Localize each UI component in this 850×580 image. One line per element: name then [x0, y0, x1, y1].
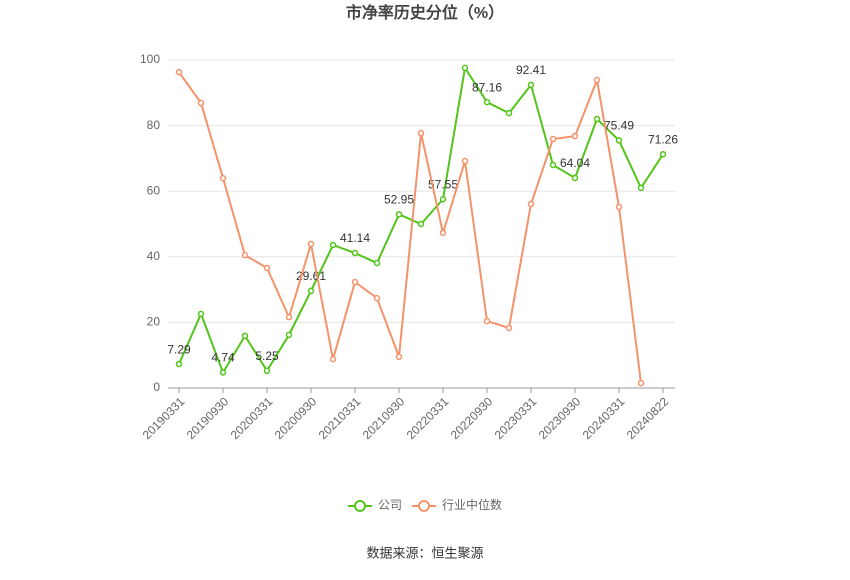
point [175, 360, 183, 368]
data-label: 41.14 [340, 231, 370, 245]
point [329, 241, 337, 249]
point [307, 287, 315, 295]
point [593, 76, 601, 84]
point [395, 353, 403, 361]
x-tick-label: 20200930 [272, 394, 320, 442]
point [439, 195, 447, 203]
point [615, 137, 623, 144]
point [505, 109, 513, 117]
point [505, 324, 513, 332]
point [285, 313, 293, 321]
y-tick-label: 20 [147, 315, 161, 329]
point [439, 229, 447, 237]
point [351, 249, 359, 257]
x-tick-label: 20220930 [448, 394, 496, 442]
x-tick-label: 20240822 [624, 394, 672, 442]
point [395, 211, 403, 218]
point [263, 367, 271, 375]
point [241, 251, 249, 259]
point [527, 200, 535, 208]
point [307, 240, 315, 248]
data-label: 52.95 [384, 192, 414, 206]
point [263, 264, 271, 272]
x-tick-label: 20220331 [404, 394, 452, 442]
point [329, 355, 337, 363]
point [351, 278, 359, 286]
point [197, 99, 205, 107]
point [241, 332, 249, 340]
x-tick-label: 20190331 [140, 394, 188, 442]
point [417, 129, 425, 137]
x-tick-label: 20210930 [360, 394, 408, 442]
point [483, 317, 491, 325]
x-tick-label: 20230930 [536, 394, 584, 442]
point [219, 369, 227, 376]
legend-label: 行业中位数 [442, 497, 502, 512]
point [461, 157, 469, 165]
point [549, 161, 557, 169]
point [483, 98, 491, 106]
legend-marker [418, 500, 430, 512]
point [571, 132, 579, 140]
point [285, 331, 293, 339]
data-label: 7.29 [167, 342, 191, 356]
y-tick-label: 100 [140, 52, 160, 66]
point [593, 115, 601, 123]
data-label: 4.74 [211, 351, 235, 365]
x-tick-label: 20240331 [580, 394, 628, 442]
x-tick-label: 20210331 [316, 394, 364, 442]
series-line [178, 71, 642, 384]
point [549, 135, 557, 143]
source: 数据来源：恒生聚源 [366, 545, 483, 560]
point [615, 203, 623, 211]
data-label: 57.55 [428, 177, 458, 191]
point [461, 64, 469, 72]
series-line [178, 65, 664, 375]
point [197, 310, 205, 318]
x-tick-label: 20190930 [184, 394, 232, 442]
point [219, 174, 227, 182]
point [373, 294, 381, 302]
y-tick-label: 0 [153, 380, 160, 394]
data-label: 71.26 [648, 132, 678, 146]
point [527, 81, 535, 89]
y-tick-label: 60 [147, 183, 161, 197]
x-tick-label: 20230331 [492, 394, 540, 442]
data-label: 92.41 [516, 63, 546, 77]
point [571, 174, 579, 182]
point [175, 68, 183, 76]
y-tick-label: 40 [147, 249, 161, 263]
point [417, 220, 425, 228]
point [373, 259, 381, 267]
point [659, 151, 667, 158]
point [637, 184, 645, 192]
y-tick-label: 80 [147, 118, 161, 132]
legend-marker [354, 500, 366, 512]
point [637, 379, 645, 387]
data-label: 64.04 [560, 156, 590, 170]
x-tick-label: 20200331 [228, 394, 276, 442]
data-label: 87.16 [472, 80, 502, 94]
legend-label: 公司 [378, 498, 402, 512]
chart-title: 市净率历史分位（%） [346, 3, 504, 22]
data-label: 75.49 [604, 119, 634, 133]
data-label: 5.25 [255, 349, 279, 363]
